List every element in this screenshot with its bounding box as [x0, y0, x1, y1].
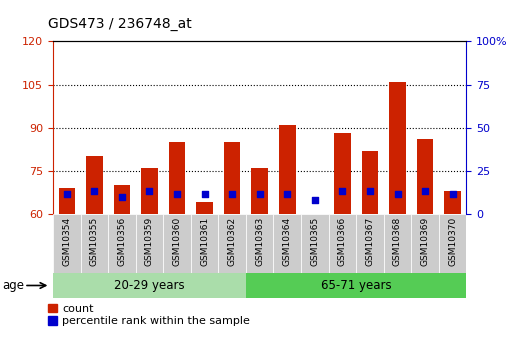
- Bar: [136, 214, 163, 273]
- Text: GSM10363: GSM10363: [255, 217, 264, 266]
- Bar: [273, 214, 301, 273]
- Text: GSM10355: GSM10355: [90, 217, 99, 266]
- Bar: [81, 214, 108, 273]
- Bar: [251, 168, 268, 214]
- Bar: [246, 214, 273, 273]
- Point: [338, 188, 347, 194]
- Point: [255, 191, 264, 197]
- Bar: [439, 214, 466, 273]
- Text: GSM10360: GSM10360: [173, 217, 181, 266]
- Text: GSM10367: GSM10367: [366, 217, 374, 266]
- Bar: [108, 214, 136, 273]
- Point: [421, 188, 429, 194]
- Point: [145, 188, 154, 194]
- Point: [366, 188, 374, 194]
- Bar: [86, 156, 103, 214]
- Point: [448, 191, 457, 197]
- Bar: [411, 214, 439, 273]
- Bar: [361, 151, 378, 214]
- Bar: [191, 214, 218, 273]
- Point: [173, 191, 181, 197]
- Text: GSM10364: GSM10364: [283, 217, 292, 266]
- Text: GSM10354: GSM10354: [63, 217, 71, 266]
- Point: [311, 197, 319, 202]
- Text: GSM10362: GSM10362: [228, 217, 236, 266]
- Text: GDS473 / 236748_at: GDS473 / 236748_at: [48, 17, 191, 31]
- Bar: [384, 214, 411, 273]
- Legend: count, percentile rank within the sample: count, percentile rank within the sample: [48, 304, 250, 326]
- Point: [63, 191, 71, 197]
- Point: [283, 191, 292, 197]
- Text: 20-29 years: 20-29 years: [114, 279, 185, 292]
- Bar: [356, 214, 384, 273]
- Point: [200, 191, 209, 197]
- Bar: [218, 214, 246, 273]
- Bar: [417, 139, 434, 214]
- Bar: [196, 203, 213, 214]
- Point: [228, 191, 236, 197]
- Text: 65-71 years: 65-71 years: [321, 279, 392, 292]
- Bar: [279, 125, 296, 214]
- Text: GSM10359: GSM10359: [145, 217, 154, 266]
- Point: [393, 191, 402, 197]
- Bar: [389, 82, 406, 214]
- Bar: [334, 134, 351, 214]
- Bar: [169, 142, 185, 214]
- Text: age: age: [3, 279, 25, 292]
- Bar: [301, 214, 329, 273]
- Bar: [444, 191, 461, 214]
- Text: GSM10368: GSM10368: [393, 217, 402, 266]
- Text: GSM10356: GSM10356: [118, 217, 126, 266]
- Text: GSM10370: GSM10370: [448, 217, 457, 266]
- Text: GSM10361: GSM10361: [200, 217, 209, 266]
- Bar: [58, 188, 75, 214]
- Bar: [246, 273, 466, 298]
- Point: [90, 188, 99, 194]
- Bar: [53, 214, 81, 273]
- Bar: [113, 185, 130, 214]
- Point: [118, 194, 126, 199]
- Text: GSM10369: GSM10369: [421, 217, 429, 266]
- Bar: [329, 214, 356, 273]
- Bar: [163, 214, 191, 273]
- Bar: [224, 142, 241, 214]
- Text: GSM10365: GSM10365: [311, 217, 319, 266]
- Text: GSM10366: GSM10366: [338, 217, 347, 266]
- Bar: [141, 168, 158, 214]
- Bar: [53, 273, 246, 298]
